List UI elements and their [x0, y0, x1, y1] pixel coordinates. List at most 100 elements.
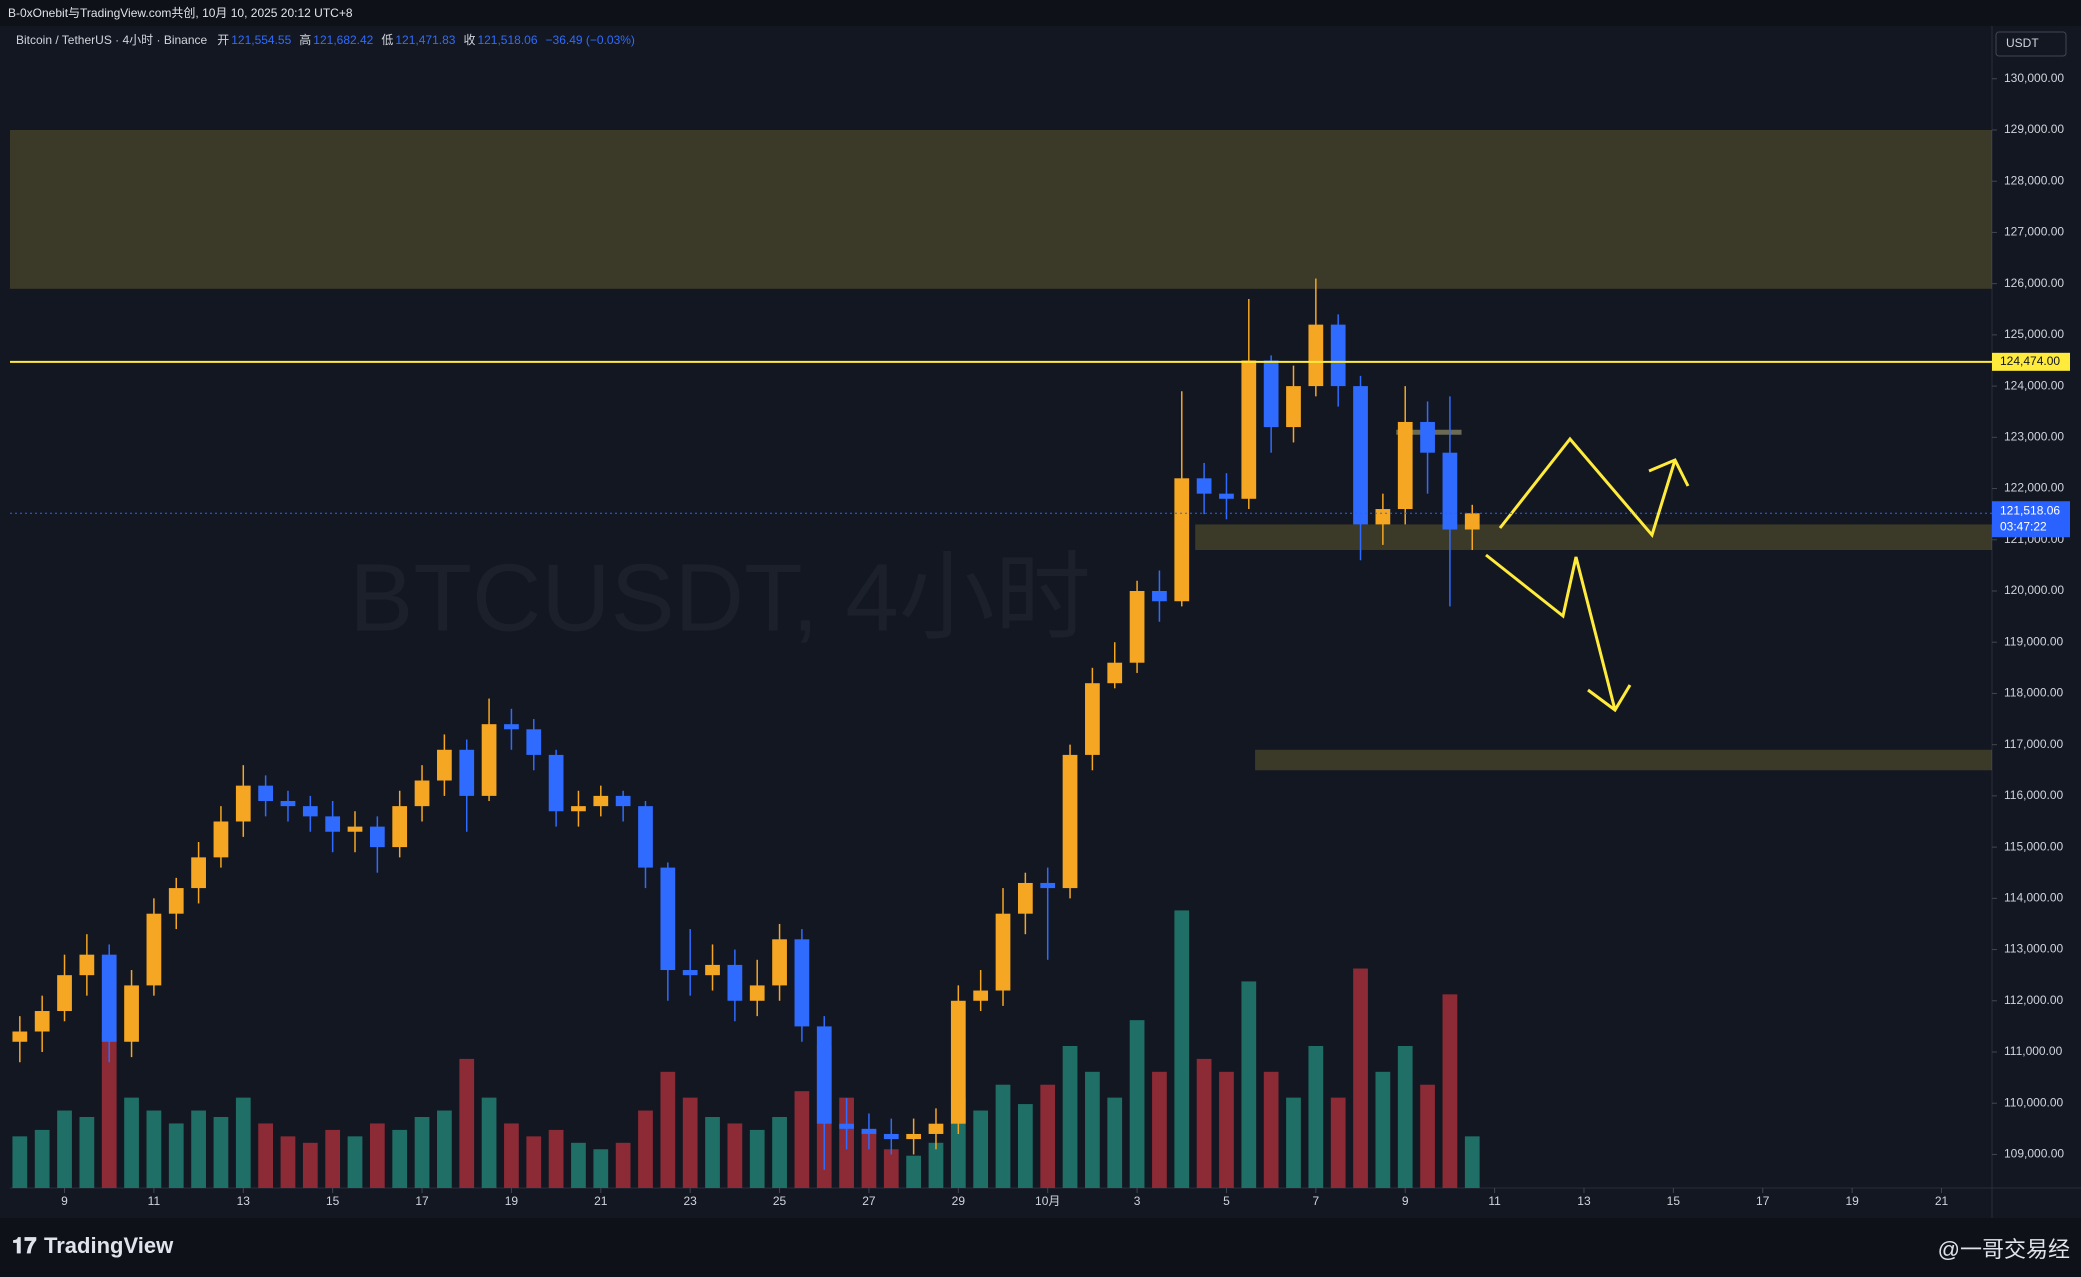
- x-tick-label: 5: [1223, 1194, 1230, 1208]
- candle-body: [1241, 360, 1257, 499]
- y-tick-label: 117,000.00: [2004, 737, 2063, 751]
- candle-body: [504, 724, 519, 730]
- volume-bar: [12, 1136, 28, 1188]
- volume-bar: [615, 1142, 631, 1188]
- volume-bar: [325, 1129, 341, 1188]
- y-tick-label: 114,000.00: [2004, 891, 2063, 905]
- volume-bar: [1286, 1097, 1301, 1188]
- arrow-head: [1587, 684, 1632, 713]
- y-tick-label: 125,000.00: [2004, 327, 2064, 341]
- x-tick-label: 11: [1488, 1194, 1501, 1208]
- candle-body: [1152, 590, 1167, 602]
- y-tick-label: 123,000.00: [2004, 429, 2064, 443]
- candle-body: [861, 1128, 877, 1134]
- candle-body: [12, 1031, 28, 1042]
- x-tick-label: 13: [237, 1194, 251, 1208]
- brand-logo: 𝟏𝟕 TradingView: [12, 1233, 174, 1258]
- y-tick-label: 109,000.00: [2004, 1147, 2064, 1161]
- y-tick-label: 112,000.00: [2004, 993, 2063, 1007]
- candle-body: [727, 964, 743, 1001]
- y-tick-label: 127,000.00: [2004, 225, 2064, 239]
- candle-body: [369, 826, 385, 848]
- y-tick-label: 120,000.00: [2004, 583, 2064, 597]
- candle-body: [816, 1026, 832, 1124]
- candle-body: [548, 754, 564, 812]
- candle-body: [1308, 324, 1324, 387]
- currency-box[interactable]: [1995, 31, 2067, 57]
- volume-bar: [1040, 1084, 1056, 1188]
- volume-bar: [1152, 1071, 1167, 1188]
- candle-body: [124, 985, 139, 1042]
- candle-body: [1263, 360, 1279, 428]
- volume-bar: [772, 1116, 787, 1188]
- candle-body: [1040, 882, 1056, 889]
- volume-bar: [1174, 910, 1190, 1188]
- candle-body: [1129, 590, 1145, 663]
- candle-body: [280, 801, 296, 807]
- currency-label[interactable]: USDT: [2006, 36, 2039, 50]
- candle-body: [1196, 478, 1212, 494]
- plot-area: [10, 129, 1992, 1188]
- volume-bar: [1464, 1136, 1480, 1188]
- x-tick-label: 17: [1756, 1194, 1770, 1208]
- author: @一哥交易经: [1938, 1237, 2070, 1262]
- candle-body: [146, 913, 162, 986]
- zone: [1255, 749, 1992, 771]
- candle-body: [950, 1000, 966, 1124]
- candle-body: [459, 749, 475, 796]
- volume-bar: [682, 1097, 698, 1188]
- candle-body: [191, 857, 206, 889]
- candle-body: [1174, 478, 1190, 602]
- legend: Bitcoin / TetherUS · 4小时 · Binance 开 121,…: [16, 32, 635, 47]
- candle-body: [1375, 509, 1391, 525]
- candle-body: [437, 749, 452, 781]
- candle-body: [1464, 513, 1480, 530]
- y-tick-label: 130,000.00: [2004, 71, 2064, 85]
- candle-body: [258, 785, 274, 802]
- y-tick-label: 116,000.00: [2004, 788, 2063, 802]
- volume-bar: [57, 1110, 72, 1188]
- candle-body: [79, 954, 95, 976]
- bottom-bar: [0, 1218, 2081, 1277]
- y-tick-label: 115,000.00: [2004, 839, 2063, 853]
- candle-body: [34, 1011, 50, 1032]
- x-tick-label: 19: [505, 1194, 519, 1208]
- volume-bar: [280, 1136, 296, 1188]
- legend-value: 121,518.06: [477, 33, 537, 47]
- brand-mark: 𝟏𝟕: [12, 1233, 37, 1258]
- x-tick-label: 9: [61, 1194, 68, 1208]
- volume-bar: [481, 1097, 497, 1188]
- candle-body: [749, 985, 765, 1001]
- candle-body: [593, 795, 609, 807]
- x-tick-label: 17: [415, 1194, 429, 1208]
- volume-bar: [146, 1110, 162, 1188]
- volume-bar: [1129, 1020, 1145, 1188]
- legend-value: 121,682.42: [313, 33, 373, 47]
- y-tick-label: 124,000.00: [2004, 378, 2064, 392]
- volume-bar: [883, 1149, 899, 1188]
- volume-bar: [1397, 1045, 1413, 1188]
- candle-body: [101, 954, 117, 1042]
- volume-bar: [34, 1129, 50, 1188]
- candle-body: [347, 826, 363, 832]
- legend-value: 121,471.83: [395, 33, 455, 47]
- volume-bar: [906, 1155, 922, 1188]
- candle-body: [615, 795, 631, 807]
- candle-body: [526, 729, 542, 755]
- candle-body: [794, 939, 810, 1027]
- volume-bar: [347, 1136, 363, 1188]
- x-tick-label: 10月: [1035, 1194, 1060, 1208]
- arrow-down-path: [1485, 553, 1617, 711]
- candle-body: [168, 888, 184, 914]
- candle-body: [213, 821, 229, 858]
- legend-change: −36.49 (−0.03%): [546, 33, 635, 47]
- candle-body: [995, 913, 1011, 991]
- y-tick-label: 129,000.00: [2004, 122, 2064, 136]
- candle-body: [883, 1133, 899, 1140]
- volume-bar: [1241, 981, 1257, 1188]
- price-label: 124,474.00: [2000, 354, 2060, 368]
- candle-body: [1397, 421, 1413, 510]
- volume-bar: [526, 1136, 542, 1188]
- volume-bar: [571, 1142, 586, 1188]
